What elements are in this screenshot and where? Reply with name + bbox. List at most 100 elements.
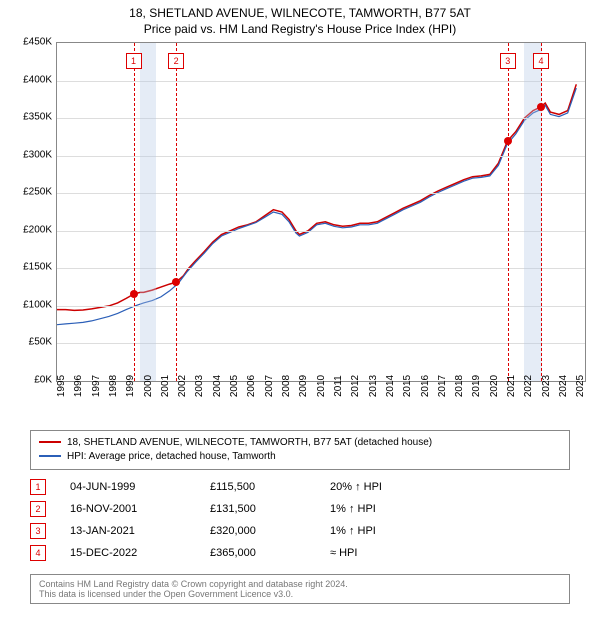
x-tick-label: 2021: [506, 375, 517, 397]
legend-item: HPI: Average price, detached house, Tamw…: [39, 449, 561, 463]
legend-label: 18, SHETLAND AVENUE, WILNECOTE, TAMWORTH…: [67, 437, 432, 448]
title-block: 18, SHETLAND AVENUE, WILNECOTE, TAMWORTH…: [0, 0, 600, 36]
x-tick-label: 1998: [108, 375, 119, 397]
x-tick-label: 2025: [575, 375, 586, 397]
gridline-h: [57, 193, 585, 194]
x-tick-label: 2010: [316, 375, 327, 397]
event-row-num: 1: [30, 479, 46, 495]
event-vline: [541, 43, 542, 381]
event-number-box: 4: [533, 53, 549, 69]
event-row-pct: 1% ↑ HPI: [330, 525, 440, 537]
x-tick-label: 2023: [541, 375, 552, 397]
x-tick-label: 2007: [264, 375, 275, 397]
gridline-h: [57, 118, 585, 119]
y-tick-label: £200K: [23, 224, 52, 235]
event-vline: [134, 43, 135, 381]
footer-box: Contains HM Land Registry data © Crown c…: [30, 574, 570, 604]
x-tick-label: 1995: [56, 375, 67, 397]
event-row-date: 04-JUN-1999: [70, 481, 210, 493]
y-tick-label: £150K: [23, 262, 52, 273]
event-row: 4 15-DEC-2022£365,000≈ HPI: [30, 542, 570, 564]
event-row-price: £365,000: [210, 547, 330, 559]
event-row: 3 13-JAN-2021£320,0001% ↑ HPI: [30, 520, 570, 542]
event-number-box: 3: [500, 53, 516, 69]
event-vline: [176, 43, 177, 381]
x-tick-label: 2001: [160, 375, 171, 397]
legend-label: HPI: Average price, detached house, Tamw…: [67, 451, 276, 462]
event-marker: [172, 278, 180, 286]
gridline-h: [57, 268, 585, 269]
x-tick-label: 2013: [368, 375, 379, 397]
x-tick-label: 2009: [298, 375, 309, 397]
y-tick-label: £0K: [34, 375, 52, 386]
x-tick-label: 2015: [402, 375, 413, 397]
chart-area: 1234 £0K£50K£100K£150K£200K£250K£300K£35…: [0, 42, 600, 422]
series-line: [57, 88, 576, 325]
x-tick-label: 2018: [454, 375, 465, 397]
event-vline: [508, 43, 509, 381]
x-tick-label: 2019: [471, 375, 482, 397]
x-tick-label: 2012: [350, 375, 361, 397]
vertical-band: [140, 43, 156, 381]
gridline-h: [57, 343, 585, 344]
legend-item: 18, SHETLAND AVENUE, WILNECOTE, TAMWORTH…: [39, 435, 561, 449]
event-row-price: £115,500: [210, 481, 330, 493]
x-tick-label: 2020: [489, 375, 500, 397]
event-row-num: 4: [30, 545, 46, 561]
x-tick-label: 2024: [558, 375, 569, 397]
event-row-price: £320,000: [210, 525, 330, 537]
event-row-date: 13-JAN-2021: [70, 525, 210, 537]
y-tick-label: £50K: [29, 337, 52, 348]
gridline-h: [57, 156, 585, 157]
chart-container: 18, SHETLAND AVENUE, WILNECOTE, TAMWORTH…: [0, 0, 600, 620]
x-tick-label: 2022: [523, 375, 534, 397]
y-tick-label: £300K: [23, 149, 52, 160]
x-tick-label: 2005: [229, 375, 240, 397]
event-row-date: 15-DEC-2022: [70, 547, 210, 559]
x-tick-label: 2014: [385, 375, 396, 397]
x-tick-label: 2002: [177, 375, 188, 397]
title-line1: 18, SHETLAND AVENUE, WILNECOTE, TAMWORTH…: [0, 6, 600, 20]
event-row: 1 04-JUN-1999£115,50020% ↑ HPI: [30, 476, 570, 498]
event-row: 2 16-NOV-2001£131,5001% ↑ HPI: [30, 498, 570, 520]
gridline-h: [57, 306, 585, 307]
series-svg: [57, 43, 585, 381]
y-tick-label: £250K: [23, 187, 52, 198]
y-tick-label: £400K: [23, 74, 52, 85]
x-tick-label: 2016: [420, 375, 431, 397]
title-line2: Price paid vs. HM Land Registry's House …: [0, 22, 600, 36]
footer-line2: This data is licensed under the Open Gov…: [39, 589, 561, 599]
x-tick-label: 2017: [437, 375, 448, 397]
events-table: 1 04-JUN-1999£115,50020% ↑ HPI 2 16-NOV-200…: [30, 476, 570, 564]
x-tick-label: 2011: [333, 375, 344, 397]
x-tick-label: 2003: [194, 375, 205, 397]
x-tick-label: 1999: [125, 375, 136, 397]
legend-box: 18, SHETLAND AVENUE, WILNECOTE, TAMWORTH…: [30, 430, 570, 470]
gridline-h: [57, 231, 585, 232]
gridline-h: [57, 81, 585, 82]
event-row-pct: 1% ↑ HPI: [330, 503, 440, 515]
legend-swatch: [39, 441, 61, 443]
event-row-date: 16-NOV-2001: [70, 503, 210, 515]
y-tick-label: £100K: [23, 299, 52, 310]
plot-area: 1234: [56, 42, 586, 382]
event-number-box: 1: [126, 53, 142, 69]
y-tick-label: £350K: [23, 112, 52, 123]
x-tick-label: 2006: [246, 375, 257, 397]
event-row-pct: ≈ HPI: [330, 547, 440, 559]
event-marker: [537, 103, 545, 111]
event-row-num: 2: [30, 501, 46, 517]
event-row-price: £131,500: [210, 503, 330, 515]
legend-swatch: [39, 455, 61, 457]
event-marker: [130, 290, 138, 298]
event-row-pct: 20% ↑ HPI: [330, 481, 440, 493]
x-tick-label: 1997: [91, 375, 102, 397]
x-tick-label: 2000: [143, 375, 154, 397]
footer-line1: Contains HM Land Registry data © Crown c…: [39, 579, 561, 589]
x-tick-label: 2004: [212, 375, 223, 397]
x-tick-label: 1996: [73, 375, 84, 397]
event-row-num: 3: [30, 523, 46, 539]
event-marker: [504, 137, 512, 145]
x-tick-label: 2008: [281, 375, 292, 397]
y-tick-label: £450K: [23, 37, 52, 48]
